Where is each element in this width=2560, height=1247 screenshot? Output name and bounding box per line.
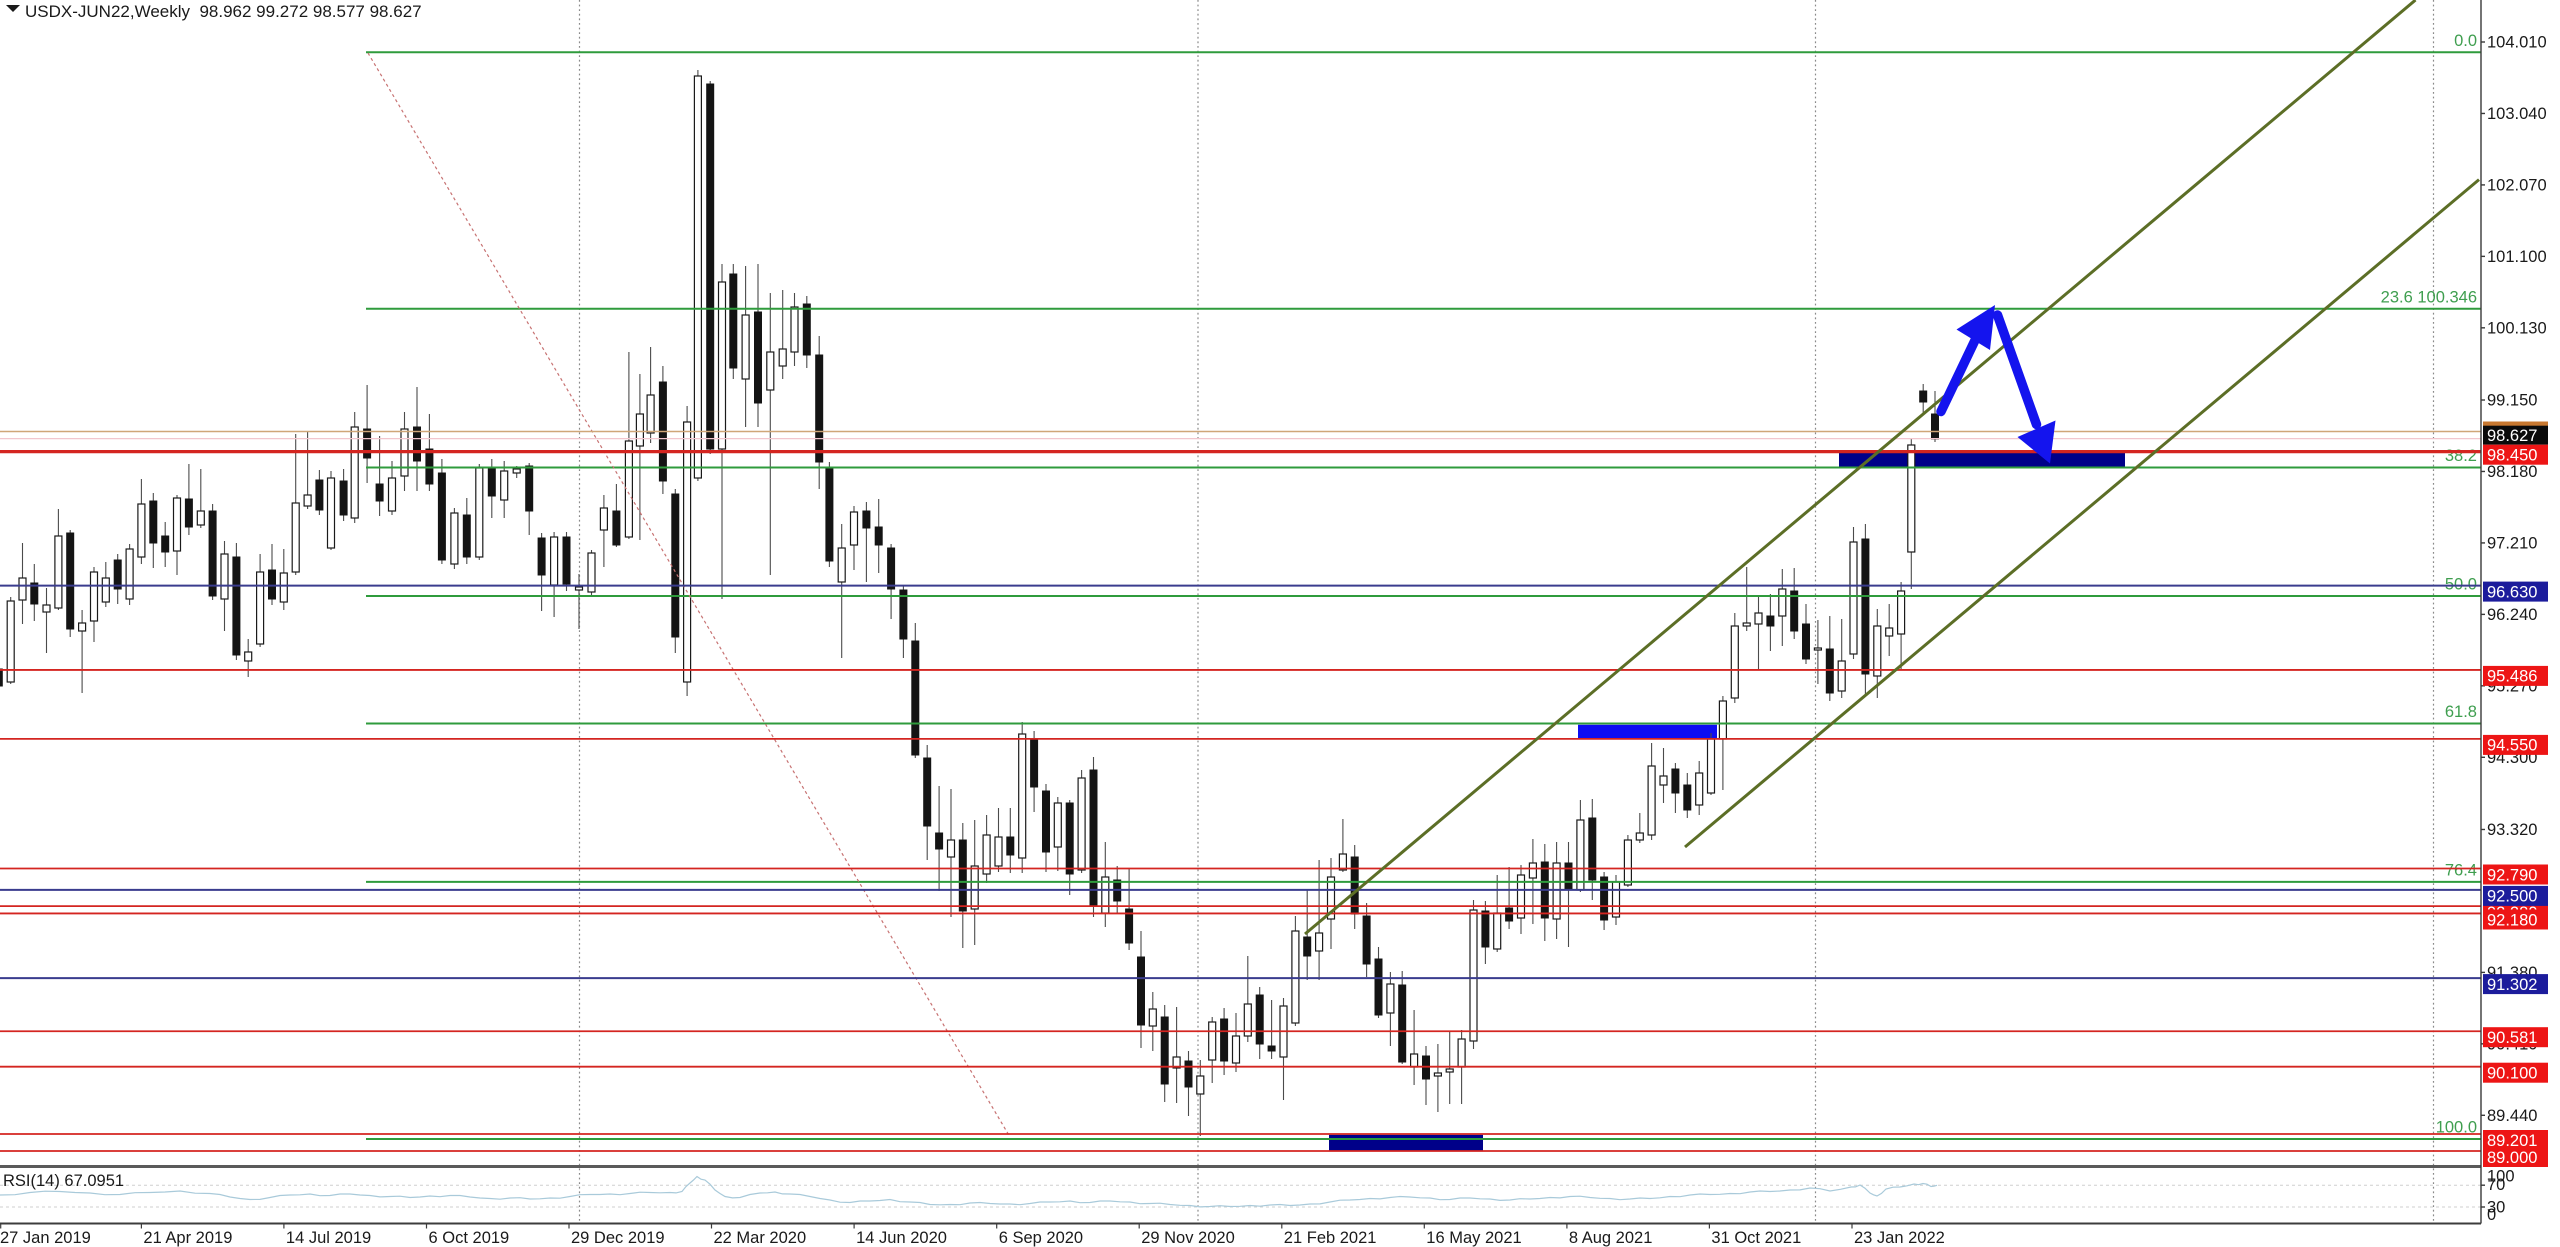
svg-text:70: 70 (2487, 1176, 2505, 1194)
svg-text:99.150: 99.150 (2487, 392, 2537, 410)
svg-text:89.440: 89.440 (2487, 1107, 2537, 1125)
svg-text:92.790: 92.790 (2487, 866, 2537, 884)
svg-text:97.210: 97.210 (2487, 535, 2537, 553)
svg-text:27 Jan 2019: 27 Jan 2019 (0, 1229, 91, 1247)
svg-text:95.486: 95.486 (2487, 668, 2537, 686)
svg-text:93.320: 93.320 (2487, 821, 2537, 839)
svg-text:14 Jul 2019: 14 Jul 2019 (286, 1229, 371, 1247)
svg-text:USDX-JUN22,Weekly 98.962 99.2: USDX-JUN22,Weekly 98.962 99.272 98.577 9… (25, 2, 422, 21)
svg-text:90.100: 90.100 (2487, 1065, 2537, 1083)
svg-text:101.100: 101.100 (2487, 248, 2547, 266)
svg-text:23.6 100.346: 23.6 100.346 (2381, 288, 2477, 306)
svg-text:8 Aug 2021: 8 Aug 2021 (1569, 1229, 1653, 1247)
svg-text:16 May 2021: 16 May 2021 (1426, 1229, 1521, 1247)
svg-text:96.630: 96.630 (2487, 583, 2537, 601)
svg-text:100.0: 100.0 (2436, 1119, 2477, 1137)
svg-text:100: 100 (2487, 1168, 2515, 1186)
svg-text:89.201: 89.201 (2487, 1132, 2537, 1150)
svg-text:30: 30 (2487, 1199, 2505, 1217)
svg-text:94.550: 94.550 (2487, 737, 2537, 755)
svg-text:23 Jan 2022: 23 Jan 2022 (1854, 1229, 1945, 1247)
svg-text:14 Jun 2020: 14 Jun 2020 (856, 1229, 947, 1247)
svg-text:6 Oct 2019: 6 Oct 2019 (429, 1229, 510, 1247)
svg-text:50.0: 50.0 (2445, 576, 2477, 594)
svg-text:102.070: 102.070 (2487, 177, 2547, 195)
svg-text:38.2: 38.2 (2445, 447, 2477, 465)
svg-text:98.180: 98.180 (2487, 463, 2537, 481)
svg-text:98.450: 98.450 (2487, 447, 2537, 465)
svg-text:96.240: 96.240 (2487, 606, 2537, 624)
svg-text:22 Mar 2020: 22 Mar 2020 (714, 1229, 807, 1247)
svg-text:76.4: 76.4 (2445, 861, 2477, 879)
svg-text:89.000: 89.000 (2487, 1149, 2537, 1167)
svg-text:90.581: 90.581 (2487, 1029, 2537, 1047)
svg-text:91.302: 91.302 (2487, 976, 2537, 994)
svg-text:29 Dec 2019: 29 Dec 2019 (571, 1229, 665, 1247)
svg-text:0.0: 0.0 (2454, 32, 2477, 50)
svg-text:92.500: 92.500 (2487, 888, 2537, 906)
svg-text:61.8: 61.8 (2445, 703, 2477, 721)
svg-text:100.130: 100.130 (2487, 319, 2547, 337)
svg-text:92.180: 92.180 (2487, 911, 2537, 929)
svg-text:31 Oct 2021: 31 Oct 2021 (1711, 1229, 1801, 1247)
svg-text:RSI(14) 67.0951: RSI(14) 67.0951 (3, 1172, 124, 1190)
svg-text:0: 0 (2487, 1206, 2496, 1224)
svg-text:21 Apr 2019: 21 Apr 2019 (143, 1229, 232, 1247)
svg-text:6 Sep 2020: 6 Sep 2020 (999, 1229, 1083, 1247)
svg-text:104.010: 104.010 (2487, 34, 2547, 52)
svg-text:21 Feb 2021: 21 Feb 2021 (1284, 1229, 1377, 1247)
svg-text:98.627: 98.627 (2487, 427, 2537, 445)
svg-text:29 Nov 2020: 29 Nov 2020 (1141, 1229, 1235, 1247)
svg-text:103.040: 103.040 (2487, 105, 2547, 123)
